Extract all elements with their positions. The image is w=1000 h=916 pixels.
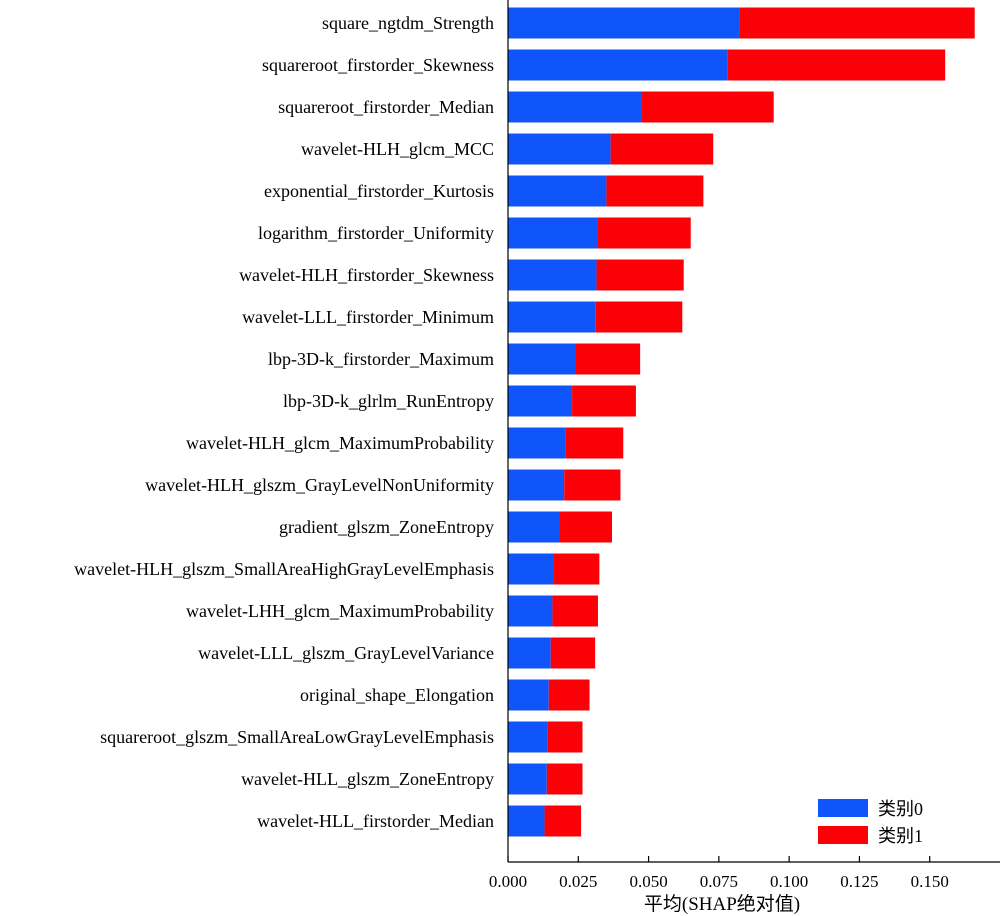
category-label: lbp-3D-k_glrlm_RunEntropy bbox=[283, 391, 494, 411]
bar-class0-wavelet-HLH_glszm_GrayLevelNonUniformity bbox=[508, 469, 565, 501]
category-label: squareroot_glszm_SmallAreaLowGrayLevelEm… bbox=[100, 727, 494, 747]
category-label: original_shape_Elongation bbox=[300, 685, 494, 705]
x-tick-label: 0.150 bbox=[911, 872, 949, 891]
bar-class0-wavelet-LLL_firstorder_Minimum bbox=[508, 301, 596, 333]
bar-class1-wavelet-LHH_glcm_MaximumProbability bbox=[552, 595, 598, 627]
category-label: wavelet-HLH_glcm_MaximumProbability bbox=[186, 433, 494, 453]
bar-class1-lbp-3D-k_glrlm_RunEntropy bbox=[572, 385, 636, 417]
category-label: wavelet-HLL_firstorder_Median bbox=[257, 811, 494, 831]
x-tick-label: 0.000 bbox=[489, 872, 527, 891]
x-tick-label: 0.050 bbox=[629, 872, 667, 891]
bar-class1-logarithm_firstorder_Uniformity bbox=[597, 217, 691, 249]
x-axis-title: 平均(SHAP绝对值) bbox=[644, 893, 800, 915]
bar-class0-original_shape_Elongation bbox=[508, 679, 549, 711]
bar-class0-lbp-3D-k_glrlm_RunEntropy bbox=[508, 385, 573, 417]
category-label: squareroot_firstorder_Skewness bbox=[262, 55, 494, 75]
bar-class1-squareroot_glszm_SmallAreaLowGrayLevelEmphasis bbox=[547, 721, 583, 753]
bar-class1-original_shape_Elongation bbox=[548, 679, 590, 711]
bar-class1-wavelet-HLH_glcm_MaximumProbability bbox=[565, 427, 624, 459]
bar-class1-square_ngtdm_Strength bbox=[739, 7, 975, 39]
category-labels: square_ngtdm_Strength squareroot_firstord… bbox=[74, 13, 494, 831]
category-label: wavelet-HLH_firstorder_Skewness bbox=[239, 265, 494, 285]
bar-class0-squareroot_firstorder_Skewness bbox=[508, 49, 728, 81]
bar-class0-wavelet-HLH_glcm_MaximumProbability bbox=[508, 427, 566, 459]
bar-class1-wavelet-HLH_glszm_GrayLevelNonUniformity bbox=[564, 469, 621, 501]
category-label: square_ngtdm_Strength bbox=[322, 13, 494, 33]
bar-class1-exponential_firstorder_Kurtosis bbox=[606, 175, 704, 207]
bar-class1-wavelet-HLH_glszm_SmallAreaHighGrayLevelEmphasis bbox=[553, 553, 600, 585]
bar-class1-wavelet-HLL_glszm_ZoneEntropy bbox=[546, 763, 583, 795]
bar-class0-wavelet-LHH_glcm_MaximumProbability bbox=[508, 595, 553, 627]
bar-class0-wavelet-HLH_firstorder_Skewness bbox=[508, 259, 597, 291]
legend: 类别0 类别1 bbox=[818, 799, 923, 846]
x-tick-label: 0.125 bbox=[840, 872, 878, 891]
x-tick-label: 0.075 bbox=[700, 872, 738, 891]
bar-class0-exponential_firstorder_Kurtosis bbox=[508, 175, 607, 207]
legend-label-class0: 类别0 bbox=[878, 799, 923, 819]
bar-class0-squareroot_glszm_SmallAreaLowGrayLevelEmphasis bbox=[508, 721, 548, 753]
bar-class0-gradient_glszm_ZoneEntropy bbox=[508, 511, 561, 543]
x-axis-ticks: 0.000 0.025 0.050 0.075 0.100 0.125 0.150 bbox=[489, 856, 949, 891]
category-label: squareroot_firstorder_Median bbox=[278, 97, 494, 117]
bar-class0-wavelet-HLH_glszm_SmallAreaHighGrayLevelEmphasis bbox=[508, 553, 554, 585]
bar-class1-wavelet-LLL_glszm_GrayLevelVariance bbox=[550, 637, 596, 669]
bar-class0-wavelet-LLL_glszm_GrayLevelVariance bbox=[508, 637, 551, 669]
category-label: wavelet-HLH_glszm_SmallAreaHighGrayLevel… bbox=[74, 559, 494, 579]
bar-class1-wavelet-HLL_firstorder_Median bbox=[544, 805, 582, 837]
category-label: wavelet-LLL_firstorder_Minimum bbox=[242, 307, 494, 327]
bars-group bbox=[508, 7, 975, 837]
bar-class1-squareroot_firstorder_Skewness bbox=[727, 49, 946, 81]
bar-class0-logarithm_firstorder_Uniformity bbox=[508, 217, 598, 249]
legend-label-class1: 类别1 bbox=[878, 826, 923, 846]
category-label: wavelet-HLH_glcm_MCC bbox=[301, 139, 494, 159]
bar-class0-squareroot_firstorder_Median bbox=[508, 91, 642, 123]
category-label: wavelet-HLH_glszm_GrayLevelNonUniformity bbox=[145, 475, 494, 495]
bar-class0-square_ngtdm_Strength bbox=[508, 7, 740, 39]
bar-class1-lbp-3D-k_firstorder_Maximum bbox=[575, 343, 641, 375]
legend-swatch-class1 bbox=[818, 826, 868, 844]
category-label: wavelet-HLL_glszm_ZoneEntropy bbox=[241, 769, 494, 789]
x-tick-label: 0.025 bbox=[559, 872, 597, 891]
category-label: wavelet-LHH_glcm_MaximumProbability bbox=[186, 601, 494, 621]
x-tick-label: 0.100 bbox=[770, 872, 808, 891]
bar-class0-wavelet-HLH_glcm_MCC bbox=[508, 133, 611, 165]
category-label: gradient_glszm_ZoneEntropy bbox=[279, 517, 494, 537]
category-label: wavelet-LLL_glszm_GrayLevelVariance bbox=[198, 643, 494, 663]
bar-class1-wavelet-HLH_firstorder_Skewness bbox=[596, 259, 684, 291]
bar-class0-wavelet-HLL_glszm_ZoneEntropy bbox=[508, 763, 547, 795]
bar-class0-lbp-3D-k_firstorder_Maximum bbox=[508, 343, 576, 375]
category-label: exponential_firstorder_Kurtosis bbox=[264, 181, 494, 201]
bar-class0-wavelet-HLL_firstorder_Median bbox=[508, 805, 545, 837]
category-label: lbp-3D-k_firstorder_Maximum bbox=[268, 349, 494, 369]
bar-class1-wavelet-LLL_firstorder_Minimum bbox=[595, 301, 683, 333]
category-label: logarithm_firstorder_Uniformity bbox=[258, 223, 494, 243]
legend-swatch-class0 bbox=[818, 799, 868, 817]
bar-class1-wavelet-HLH_glcm_MCC bbox=[610, 133, 714, 165]
bar-class1-squareroot_firstorder_Median bbox=[641, 91, 774, 123]
bar-class1-gradient_glszm_ZoneEntropy bbox=[560, 511, 613, 543]
